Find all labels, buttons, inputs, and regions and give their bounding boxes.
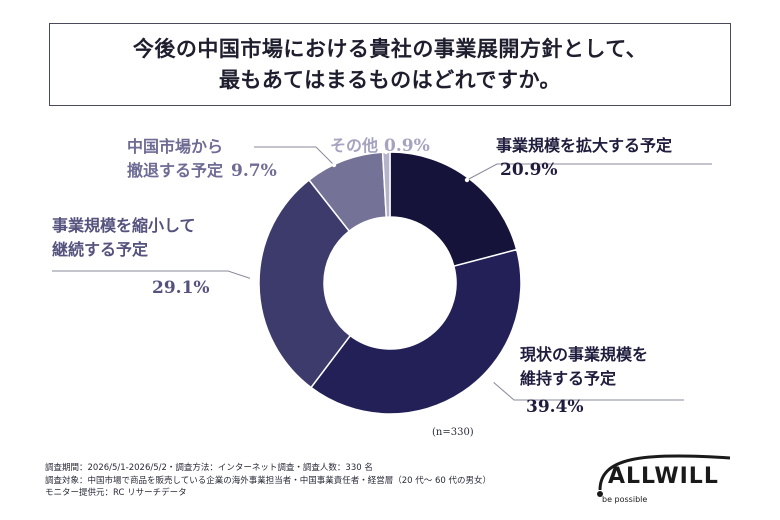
label-expand-value: 20.9% [500, 160, 558, 180]
label-shrink: 事業規模を縮小して 継続する予定 29.1% [52, 214, 210, 298]
slice-shrink [258, 178, 352, 389]
company-logo: ALLWILL be possible [580, 448, 740, 512]
logo-swoosh-icon [597, 454, 731, 497]
sample-size-note: (n=330) [432, 427, 474, 438]
label-maintain-name-1: 現状の事業規模を [520, 345, 649, 364]
label-withdraw-name-2: 撤退する予定 [127, 161, 224, 180]
label-expand-name: 事業規模を拡大する予定 [496, 136, 673, 155]
footnote-line-2: 調査対象：中国市場で商品を販売している企業の海外事業担当者・中国事業責任者・経営… [45, 475, 491, 486]
leader-other-dot [383, 149, 389, 155]
label-other-name: その他 [330, 136, 379, 155]
label-other: その他 0.9% [330, 134, 430, 158]
label-other-value: 0.9% [384, 136, 430, 156]
leader-shrink [52, 270, 253, 280]
leader-withdraw [254, 146, 335, 166]
title-line-1: 今後の中国市場における貴社の事業展開方針として、 [132, 36, 648, 61]
leader-maintain-dot [489, 378, 495, 384]
leader-withdraw-dot [331, 162, 337, 168]
label-maintain-name-2: 維持する予定 [520, 369, 617, 388]
label-shrink-name-1: 事業規模を縮小して [52, 216, 196, 235]
leader-shrink-dot [249, 276, 255, 282]
label-maintain: 現状の事業規模を 維持する予定 39.4% [520, 343, 648, 417]
label-maintain-value: 39.4% [526, 397, 584, 417]
leader-expand [466, 163, 712, 181]
footnote: 調査期間：2026/5/1-2026/5/2・調査方法：インターネット調査・調査… [45, 462, 491, 500]
slice-expand [389, 151, 518, 268]
label-withdraw-value: 9.7% [231, 161, 277, 181]
leader-maintain [491, 380, 684, 401]
footnote-line-1: 調査期間：2026/5/1-2026/5/2・調査方法：インターネット調査・調査… [45, 463, 373, 473]
footnote-line-3: モニター提供元：RC リサーチデータ [45, 488, 187, 498]
label-withdraw-name-1: 中国市場から [127, 137, 224, 156]
logo-text: ALLWILL [608, 464, 719, 489]
label-shrink-value: 29.1% [152, 278, 210, 298]
logo-tagline: be possible [602, 495, 648, 504]
title-line-2: 最もあてはまるものはどれですか。 [218, 67, 562, 92]
label-withdraw: 中国市場から 撤退する予定 9.7% [127, 135, 277, 183]
leader-expand-dot [464, 177, 470, 183]
slice-maintain [309, 248, 522, 415]
label-shrink-name-2: 継続する予定 [52, 240, 149, 259]
label-expand: 事業規模を拡大する予定 20.9% [496, 134, 672, 180]
title-box: 今後の中国市場における貴社の事業展開方針として、 最もあてはまるものはどれですか… [49, 23, 731, 106]
